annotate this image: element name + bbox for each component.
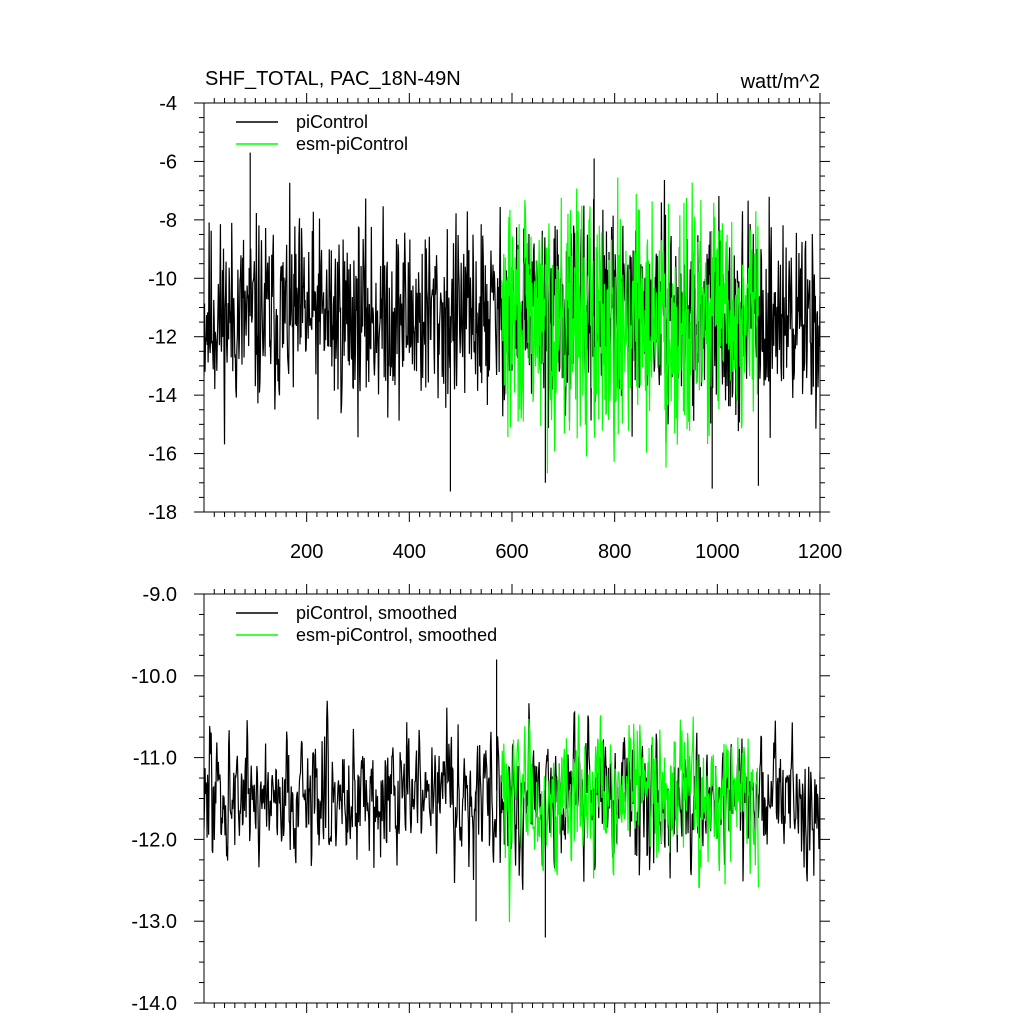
chart-title: SHF_TOTAL, PAC_18N-49N [205,68,461,90]
x-tick-label: 600 [495,541,528,563]
bottom-panel: -9.0 -10.0 -11.0 -12.0 -13.0 -14.0 piControl, … [131,584,830,1015]
y-tick-label: -9.0 [143,584,177,606]
top-panel: 200 400 600 800 1000 1200 -4 -6 -8 -10 -12 -14 -16 -1… [148,93,842,563]
legend-label: esm-piControl [296,134,408,154]
y-tick-label: -12 [148,327,177,349]
y-tick-label: -8 [159,210,177,232]
y-tick-label: -10.0 [131,666,177,688]
legend-label: piControl [296,112,368,132]
series-line-esm-picontrol [501,177,760,474]
y-tick-label: -13.0 [131,911,177,933]
x-tick-label: 800 [598,541,631,563]
y-tick-label: -14.0 [131,993,177,1015]
y-tick-label: -14 [148,385,177,407]
y-tick-label: -4 [159,93,177,115]
legend-label: esm-piControl, smoothed [296,625,497,645]
y-tick-label: -10 [148,268,177,290]
x-tick-label: 1000 [695,541,740,563]
y-tick-label: -11.0 [133,748,177,770]
units-label: watt/m^2 [740,71,820,93]
y-tick-label: -6 [159,151,177,173]
y-tick-label: -16 [148,444,177,466]
x-tick-label: 1200 [798,541,843,563]
legend-label: piControl, smoothed [296,603,457,623]
series-line-esm-picontrol-smoothed [501,714,759,923]
y-tick-label: -18 [148,502,177,524]
y-tick-label: -12.0 [131,829,177,851]
x-tick-label: 200 [290,541,323,563]
x-tick-label: 400 [393,541,426,563]
